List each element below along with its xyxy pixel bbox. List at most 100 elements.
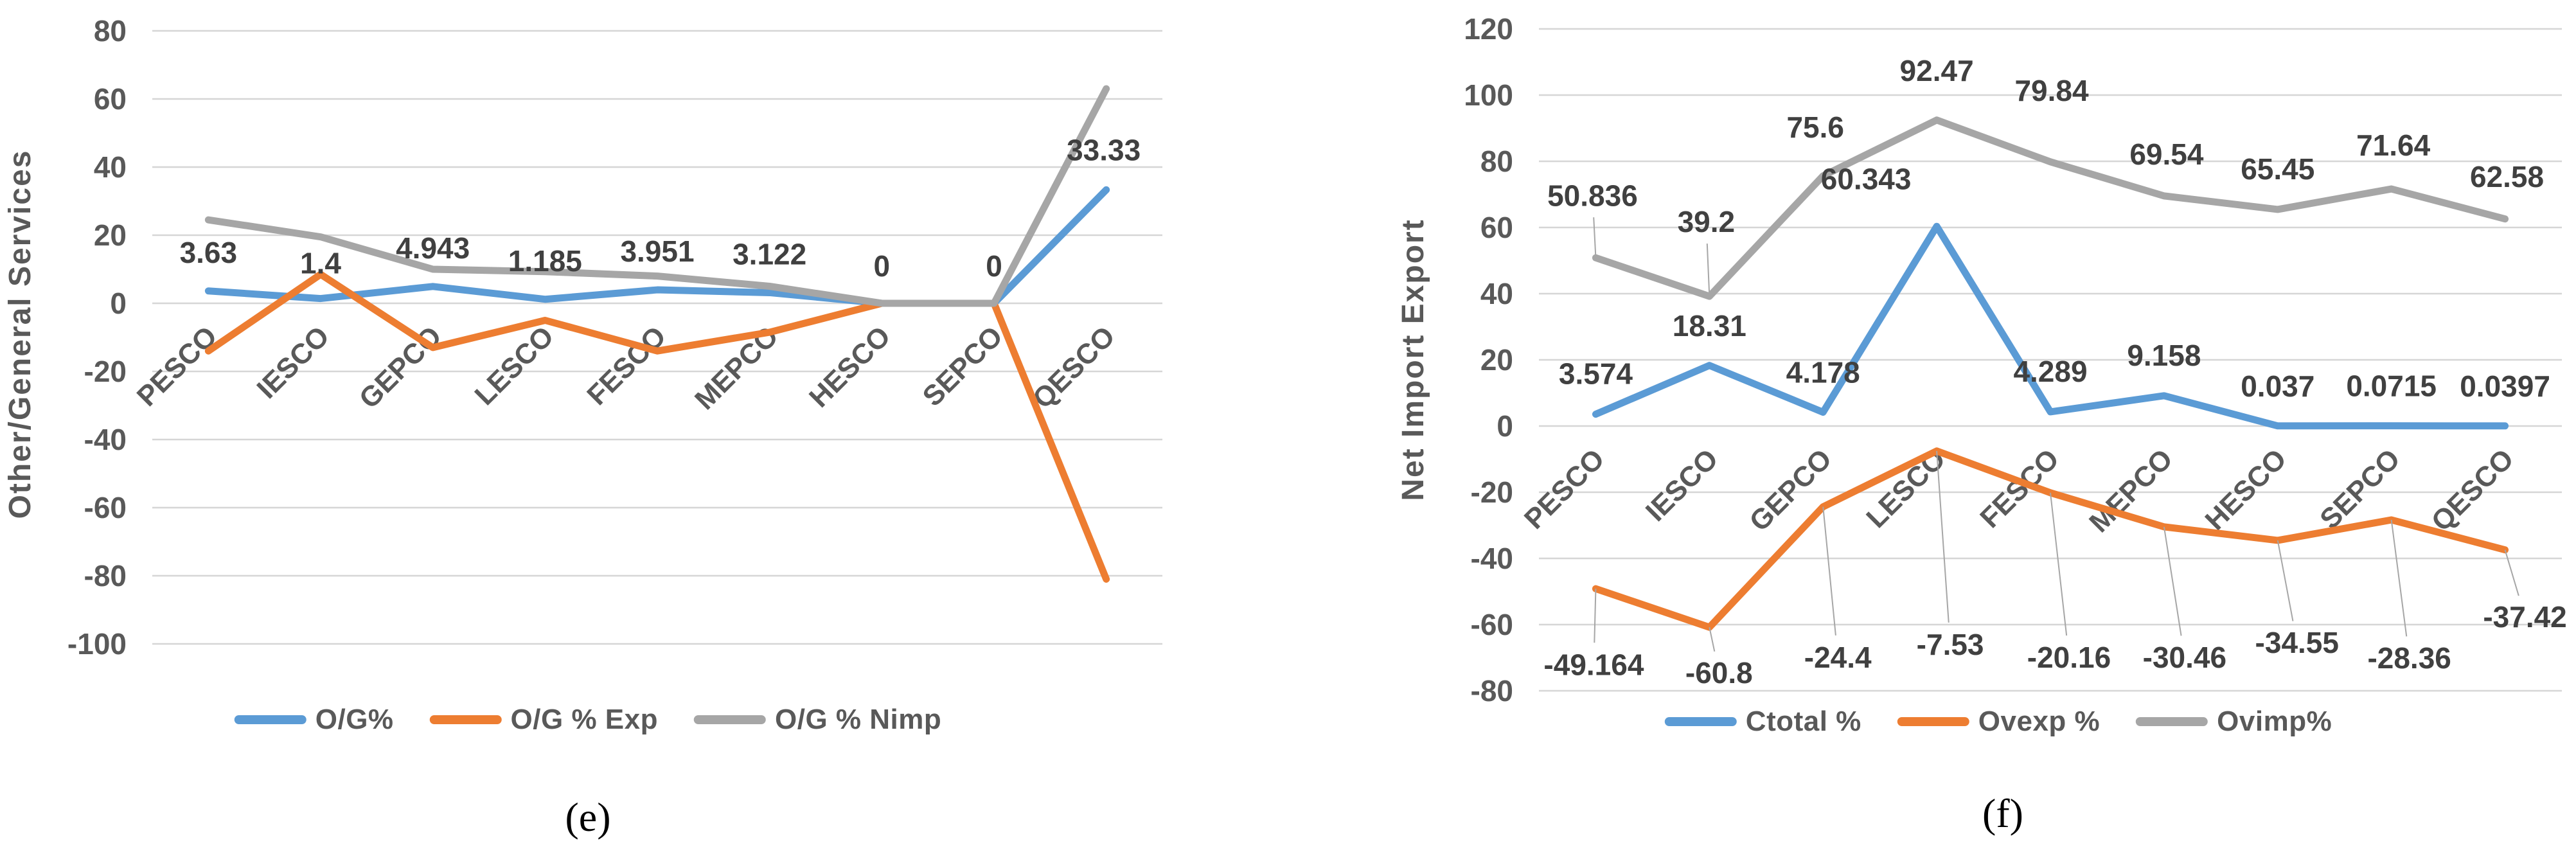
data-label: 0.037 bbox=[2241, 369, 2314, 403]
caption-f: (f) bbox=[1982, 790, 2023, 836]
data-label: 71.64 bbox=[2356, 129, 2431, 162]
data-label: 4.289 bbox=[2013, 355, 2087, 388]
data-label-leader-line bbox=[1936, 450, 1950, 623]
data-label: -28.36 bbox=[2367, 641, 2451, 675]
legend-swatch-icon bbox=[694, 715, 766, 724]
data-label: -34.55 bbox=[2255, 626, 2339, 659]
y-tick-label: 60 bbox=[1480, 211, 1513, 244]
data-label-leader-line bbox=[1594, 589, 1597, 643]
legend-item-ovexp-: Ovexp % bbox=[1897, 706, 2100, 738]
data-label: 65.45 bbox=[2241, 152, 2314, 186]
y-tick-label: -40 bbox=[1471, 542, 1513, 575]
legend-item-o-g-exp: O/G % Exp bbox=[429, 704, 658, 736]
y-tick-label: -60 bbox=[84, 491, 127, 524]
category-label: PESCO bbox=[131, 320, 224, 413]
series-line-ctotal- bbox=[1592, 222, 2509, 430]
y-tick-label: 100 bbox=[1464, 78, 1513, 112]
data-label: 1.185 bbox=[508, 244, 582, 278]
y-axis-title: Other/General Services bbox=[3, 150, 37, 519]
category-label: GEPCO bbox=[353, 320, 448, 414]
data-label: -37.42 bbox=[2483, 600, 2566, 634]
data-label: 4.178 bbox=[1786, 356, 1860, 389]
data-label: 1.4 bbox=[300, 247, 341, 280]
y-tick-label: -80 bbox=[84, 559, 127, 592]
data-label: 0.0397 bbox=[2460, 369, 2550, 403]
data-label: 39.2 bbox=[1678, 205, 1736, 238]
legend-item-o-g-: O/G% bbox=[234, 704, 394, 736]
y-tick-label: 20 bbox=[1480, 343, 1513, 377]
data-label: 75.6 bbox=[1786, 111, 1844, 144]
legend-swatch-icon bbox=[234, 715, 306, 724]
legend-swatch-icon bbox=[2136, 717, 2208, 726]
data-label: 0 bbox=[986, 249, 1002, 283]
data-label-leader-line bbox=[2504, 549, 2519, 596]
legend-swatch-icon bbox=[429, 715, 502, 724]
data-label: 3.574 bbox=[1559, 357, 1633, 391]
data-label: 33.33 bbox=[1067, 133, 1141, 166]
legend-label: O/G% bbox=[315, 704, 394, 735]
category-label: FESCO bbox=[1974, 443, 2065, 534]
y-axis-title: Net Import Export bbox=[1396, 218, 1430, 501]
y-tick-label: -60 bbox=[1471, 608, 1513, 641]
data-label-leader-line bbox=[2163, 526, 2182, 636]
legend-label: O/G % Nimp bbox=[775, 704, 942, 735]
series-line-o-g-exp bbox=[204, 271, 1110, 583]
category-label: QESCO bbox=[1027, 320, 1121, 414]
legend-swatch-icon bbox=[1664, 717, 1737, 726]
data-label-leader-line bbox=[1822, 506, 1836, 636]
legend-item-ctotal-: Ctotal % bbox=[1664, 706, 1861, 738]
legend-chart-f: Ctotal % Ovexp % Ovimp% bbox=[1664, 706, 2332, 738]
data-label: 0.0715 bbox=[2346, 369, 2437, 403]
data-label: 3.122 bbox=[733, 238, 806, 271]
legend-item-o-g-nimp: O/G % Nimp bbox=[694, 704, 941, 736]
y-tick-label: -20 bbox=[84, 355, 127, 388]
y-tick-label: 40 bbox=[1480, 277, 1513, 310]
caption-e: (e) bbox=[565, 794, 611, 840]
data-label: -7.53 bbox=[1917, 628, 1984, 661]
category-label: PESCO bbox=[1518, 443, 1611, 535]
data-label-leader-line bbox=[2390, 519, 2408, 637]
data-label: 62.58 bbox=[2470, 160, 2544, 193]
y-tick-label: 40 bbox=[94, 150, 127, 184]
y-tick-label: 20 bbox=[94, 218, 127, 252]
category-label: SEPCO bbox=[916, 320, 1009, 413]
data-label-leader-line bbox=[1709, 627, 1716, 652]
y-tick-label: -40 bbox=[84, 423, 127, 456]
data-label: 60.343 bbox=[1821, 162, 1912, 195]
y-tick-label: -20 bbox=[1471, 476, 1513, 509]
legend-label: Ctotal % bbox=[1745, 706, 1861, 737]
data-label: 9.158 bbox=[2127, 339, 2201, 372]
category-label: QESCO bbox=[2426, 443, 2520, 537]
data-label: 92.47 bbox=[1900, 54, 1974, 87]
data-label: -30.46 bbox=[2143, 641, 2226, 674]
data-label: 50.836 bbox=[1547, 179, 1638, 212]
legend-chart-e: O/G% O/G % Exp O/G % Nimp bbox=[234, 704, 942, 736]
y-tick-label: 0 bbox=[110, 287, 127, 320]
data-label-leader-line bbox=[2050, 492, 2068, 636]
category-label: IESCO bbox=[251, 320, 335, 404]
category-label: HESCO bbox=[2199, 443, 2293, 536]
data-label: 0 bbox=[874, 249, 891, 283]
series-line-ovimp- bbox=[1592, 116, 2509, 300]
legend-item-ovimp-: Ovimp% bbox=[2136, 706, 2332, 738]
legend-label: Ovexp % bbox=[1978, 706, 2101, 737]
data-label: 3.63 bbox=[180, 236, 238, 269]
series-line-o-g-nimp bbox=[204, 85, 1110, 307]
y-tick-label: 80 bbox=[1480, 145, 1513, 178]
y-tick-label: -100 bbox=[67, 627, 127, 661]
data-label: -60.8 bbox=[1685, 656, 1753, 689]
category-label: IESCO bbox=[1640, 443, 1724, 527]
category-label: HESCO bbox=[803, 320, 896, 413]
data-label-leader-line bbox=[1593, 217, 1597, 258]
data-label: 4.943 bbox=[396, 231, 470, 265]
legend-swatch-icon bbox=[1897, 717, 1969, 726]
category-label: LESCO bbox=[1860, 443, 1951, 534]
category-label: GEPCO bbox=[1743, 443, 1838, 537]
data-label: 79.84 bbox=[2014, 74, 2089, 107]
data-label: -20.16 bbox=[2027, 641, 2111, 674]
data-label: -49.164 bbox=[1543, 648, 1644, 681]
data-label: 69.54 bbox=[2129, 138, 2204, 171]
y-tick-label: 60 bbox=[94, 82, 127, 116]
